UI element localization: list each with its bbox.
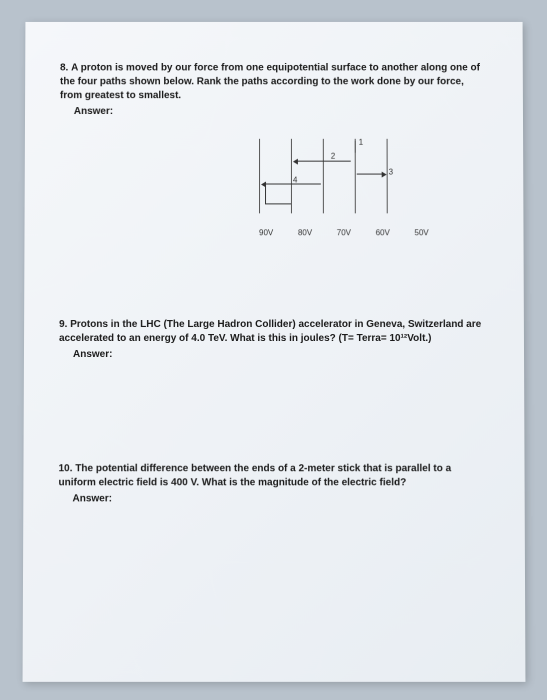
q8-number: 8. xyxy=(60,62,68,73)
question-10: 10. The potential difference between the… xyxy=(58,462,489,506)
q9-answer-label: Answer: xyxy=(72,348,488,362)
worksheet-page: 8. A proton is moved by our force from o… xyxy=(22,22,525,682)
path-3-arrow xyxy=(356,174,382,175)
path-3-label: 3 xyxy=(388,167,392,178)
q8-text: A proton is moved by our force from one … xyxy=(59,62,479,101)
q10-number: 10. xyxy=(58,463,72,474)
q10-text: The potential difference between the end… xyxy=(58,463,451,488)
path-4-label: 4 xyxy=(292,175,296,186)
q8-answer-label: Answer: xyxy=(73,105,487,119)
path-2-label: 2 xyxy=(330,151,334,162)
volt-80: 80V xyxy=(297,227,311,238)
path-1-line xyxy=(354,141,355,153)
q10-answer-label: Answer: xyxy=(72,492,489,506)
vline-70 xyxy=(322,139,323,214)
q9-text: Protons in the LHC (The Large Hadron Col… xyxy=(59,319,481,344)
volt-90: 90V xyxy=(259,227,273,238)
vline-80 xyxy=(290,139,291,214)
q9-number: 9. xyxy=(59,319,67,330)
volt-70: 70V xyxy=(336,227,350,238)
equipotential-diagram: 1 2 3 4 90V 80V 70V 60V 50V xyxy=(259,139,429,238)
path-4-bottom xyxy=(265,203,291,204)
volt-50: 50V xyxy=(414,227,428,238)
volt-60: 60V xyxy=(375,227,389,238)
path-2-arrow xyxy=(296,161,350,162)
volt-labels-row: 90V 80V 70V 60V 50V xyxy=(259,227,429,238)
vline-90 xyxy=(259,139,260,214)
question-8: 8. A proton is moved by our force from o… xyxy=(59,62,488,239)
path-1-label: 1 xyxy=(358,137,362,148)
path-4-vertical xyxy=(265,184,266,204)
question-9: 9. Protons in the LHC (The Large Hadron … xyxy=(58,318,488,362)
